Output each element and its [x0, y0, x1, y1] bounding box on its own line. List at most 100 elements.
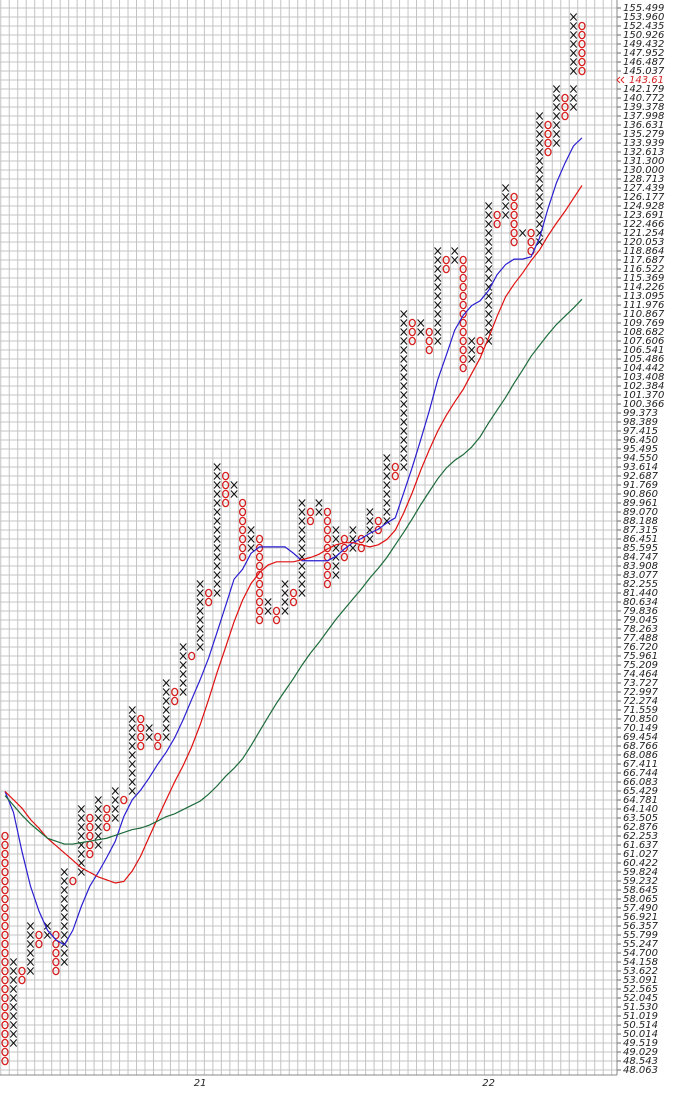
x-column: [26, 922, 35, 975]
o-column: [476, 336, 484, 355]
o-column: [442, 255, 450, 274]
y-tick-label: 51.019: [623, 1011, 658, 1022]
x-column: [383, 454, 391, 525]
x-column: [94, 796, 102, 849]
x-column: [332, 526, 340, 579]
y-tick-label: 52.045: [623, 993, 658, 1004]
y-tick-label: 95.495: [623, 444, 658, 455]
y-tick-label: 133.939: [623, 138, 664, 149]
o-column: [510, 192, 518, 247]
o-column: [459, 255, 467, 373]
y-tick-label: 69.454: [623, 732, 658, 743]
x-column: [145, 724, 153, 741]
x-column: [213, 463, 221, 597]
y-tick-label: 90.860: [623, 489, 658, 500]
y-tick-label: 61.027: [623, 849, 659, 860]
y-tick-label: 55.247: [623, 939, 659, 950]
x-column: [400, 310, 408, 471]
x-column: [366, 508, 374, 543]
y-tick-label: 97.415: [623, 426, 658, 437]
y-tick-label: 48.543: [623, 1056, 658, 1067]
y-tick-label: 51.530: [623, 1002, 658, 1013]
o-column: [120, 795, 128, 805]
y-tick-label: 139.378: [623, 102, 664, 113]
o-column: [35, 930, 43, 949]
y-tick-label: 55.799: [623, 930, 658, 941]
y-tick-label: 75.209: [623, 660, 658, 671]
x-column: [196, 580, 204, 651]
y-tick-label: 117.687: [623, 255, 665, 266]
x-column: [247, 526, 255, 552]
o-column: [238, 498, 247, 562]
y-tick-label: 118.864: [623, 246, 664, 257]
y-tick-label: 122.466: [623, 219, 664, 230]
x-column: [535, 112, 544, 246]
x-column: [485, 202, 493, 345]
y-tick-label: 49.029: [623, 1047, 658, 1058]
y-tick-label: 81.440: [623, 588, 658, 599]
o-column: [255, 534, 264, 625]
o-column: [561, 93, 569, 121]
y-tick-label: 72.997: [623, 687, 659, 698]
y-tick-label: 135.279: [623, 129, 664, 140]
y-tick-label: 50.514: [623, 1020, 658, 1031]
y-tick-label: 77.488: [623, 633, 658, 644]
x-column: [349, 526, 357, 552]
o-column: [1, 831, 9, 1066]
y-tick-label: 58.645: [623, 885, 658, 896]
y-tick-label: 91.769: [623, 480, 658, 491]
o-column: [137, 714, 145, 751]
y-tick-label: 73.727: [623, 678, 659, 689]
y-tick-label: 121.254: [623, 228, 664, 239]
y-tick-label: 86.451: [623, 534, 658, 545]
y-tick-label: 59.232: [623, 876, 658, 887]
y-tick-label: 123.691: [623, 210, 664, 221]
o-column: [69, 876, 77, 886]
y-tick-label: 70.850: [623, 714, 658, 725]
y-tick-label: 72.274: [623, 696, 658, 707]
y-tick-label: 115.369: [623, 273, 664, 284]
y-tick-label: 142.179: [623, 84, 664, 95]
y-tick-label: 54.700: [623, 948, 658, 959]
y-tick-label: 113.095: [623, 291, 664, 302]
y-tick-label: 52.565: [623, 984, 658, 995]
x-column: [315, 499, 323, 516]
x-column: [9, 958, 18, 1047]
o-column: [544, 120, 552, 157]
y-tick-label: 102.384: [623, 381, 664, 392]
x-column: [552, 85, 561, 147]
y-tick-label: 106.541: [623, 345, 664, 356]
o-column: [204, 588, 213, 607]
x-column: [451, 247, 459, 264]
last-price-label: 143.61: [629, 75, 664, 86]
x-column: [502, 184, 510, 219]
y-tick-label: 130.000: [623, 165, 664, 176]
y-tick-label: 89.070: [623, 507, 658, 518]
x-column: [179, 643, 187, 696]
o-column: [357, 534, 366, 553]
y-tick-label: 152.435: [623, 21, 664, 32]
x-column: [519, 229, 527, 237]
y-tick-label: 57.490: [623, 903, 658, 914]
y-tick-label: 53.091: [623, 975, 658, 986]
y-tick-label: 56.921: [623, 912, 658, 923]
y-tick-label: 111.976: [623, 300, 664, 311]
y-tick-label: 66.083: [623, 777, 658, 788]
y-tick-label: 140.772: [623, 93, 664, 104]
y-tick-label: 74.464: [623, 669, 658, 680]
y-tick-label: 62.253: [623, 831, 658, 842]
x-tick-label: 22: [482, 1078, 495, 1089]
y-tick-label: 67.411: [623, 759, 658, 770]
x-column: [162, 679, 170, 741]
x-column: [468, 337, 476, 363]
y-tick-label: 56.357: [623, 921, 659, 932]
y-tick-label: 60.422: [623, 858, 658, 869]
y-tick-label: 76.720: [623, 642, 658, 653]
y-tick-label: 53.622: [623, 966, 658, 977]
moving-average: [4, 298, 583, 845]
y-tick-label: 99.373: [623, 408, 658, 419]
y-tick-label: 64.140: [623, 804, 658, 815]
y-tick-label: 116.522: [623, 264, 664, 275]
y-tick-label: 126.177: [623, 192, 665, 203]
